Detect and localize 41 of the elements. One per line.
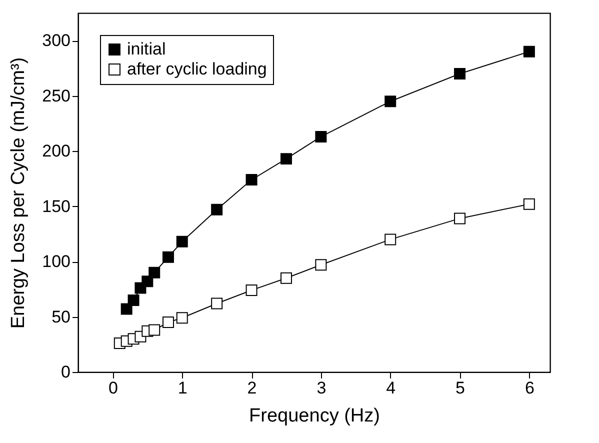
point: [246, 174, 258, 186]
point: [211, 204, 223, 216]
x-tick-label: 2: [247, 378, 257, 398]
point: [176, 236, 188, 248]
x-tick-label: 0: [108, 378, 118, 398]
y-tick-label: 50: [52, 307, 70, 326]
x-tick-label: 5: [456, 378, 465, 398]
x-axis-title: Frequency (Hz): [249, 406, 380, 426]
point: [315, 259, 327, 271]
y-tick-label: 100: [42, 252, 70, 272]
y-tick-label: 150: [42, 196, 70, 216]
point: [148, 324, 160, 336]
point: [148, 266, 160, 278]
point: [523, 198, 535, 210]
point: [280, 153, 292, 165]
point: [384, 234, 396, 246]
point: [120, 303, 132, 315]
x-tick-label: 3: [316, 378, 326, 398]
point: [454, 212, 466, 224]
point: [162, 251, 174, 263]
legend-label: initial: [127, 40, 166, 58]
point: [176, 312, 188, 324]
y-axis-title: Energy Loss per Cycle (mJ/cm³): [8, 57, 30, 329]
point: [280, 272, 292, 284]
y-tick-label: 0: [61, 362, 70, 382]
point: [454, 68, 466, 80]
x-tick-label: 6: [524, 378, 534, 398]
legend-label: after cyclic loading: [127, 60, 267, 78]
point: [384, 96, 396, 108]
point: [142, 276, 154, 288]
x-tick-label: 1: [178, 378, 188, 398]
point: [523, 46, 535, 58]
point: [128, 294, 140, 306]
point: [315, 130, 327, 142]
y-tick-label: 300: [42, 31, 70, 50]
point: [211, 298, 223, 310]
x-tick-label: 4: [386, 378, 396, 398]
y-tick-label: 250: [42, 86, 70, 106]
point: [246, 284, 258, 296]
y-tick-label: 200: [42, 142, 70, 161]
point: [162, 316, 174, 328]
